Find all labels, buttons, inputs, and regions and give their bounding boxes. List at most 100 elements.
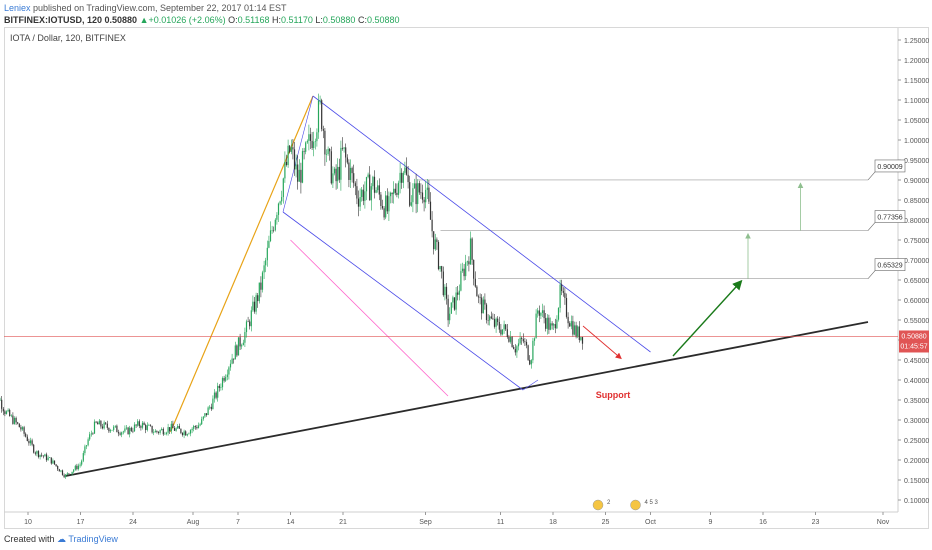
candle-body <box>145 424 147 431</box>
candle-body <box>146 425 148 431</box>
candle-body <box>68 473 70 475</box>
candle-body <box>365 177 368 192</box>
candle-body <box>79 464 81 466</box>
candle-body <box>268 241 270 248</box>
y-tick-label: 0.85000 <box>904 198 929 205</box>
symbol-line: BITFINEX:IOTUSD, 120 0.50880 ▲+0.01026 (… <box>4 15 400 25</box>
candle-body <box>1 399 3 409</box>
candle-body <box>473 259 475 279</box>
candle-body <box>63 474 65 478</box>
candle-body <box>311 140 313 148</box>
candle-body <box>124 428 126 432</box>
candle-body <box>577 326 579 337</box>
candle-body <box>276 214 278 220</box>
candle-body <box>402 172 404 183</box>
candle-body <box>361 189 363 197</box>
candle-body <box>61 470 64 475</box>
candle-body <box>196 427 198 429</box>
ohlc-close: C:0.50880 <box>357 15 400 25</box>
candle-body <box>58 469 60 472</box>
candle-body <box>329 148 331 152</box>
candle-body <box>260 282 262 290</box>
candle-body <box>114 425 116 427</box>
candle-body <box>569 323 571 327</box>
candle-body <box>239 337 241 347</box>
candle-body <box>13 417 16 424</box>
candle-body <box>527 345 529 360</box>
candle-body <box>545 318 547 329</box>
candle-body <box>567 316 569 324</box>
candle-body <box>503 324 505 330</box>
candle-body <box>330 151 332 184</box>
candle-body <box>178 425 180 429</box>
candle-body <box>5 411 8 414</box>
candle-body <box>193 426 195 429</box>
candle-body <box>20 427 22 430</box>
target-level-box <box>874 210 906 223</box>
candle-body <box>181 432 184 436</box>
candle-body <box>333 168 336 174</box>
candle-body <box>95 421 97 423</box>
y-tick-label: 1.10000 <box>904 98 929 105</box>
candle-body <box>263 265 265 273</box>
candle-body <box>2 408 4 412</box>
candle-body <box>220 387 222 388</box>
tradingview-link[interactable]: TradingView <box>68 534 118 544</box>
candle-body <box>143 422 145 425</box>
candle-body <box>372 176 374 187</box>
candle-body <box>130 427 132 431</box>
x-tick-label: 9 <box>709 519 713 526</box>
candle-body <box>199 424 201 426</box>
y-tick-label: 0.10000 <box>904 498 929 505</box>
candle-body <box>476 286 478 297</box>
candle-body <box>141 422 144 428</box>
candle-body <box>7 409 9 412</box>
footer: Created with ☁ TradingView <box>4 534 118 545</box>
candle-body <box>265 260 267 266</box>
event-badge-icon[interactable] <box>630 499 641 511</box>
candle-body <box>495 318 497 327</box>
chart-frame[interactable] <box>4 27 929 529</box>
candle-body <box>271 229 273 231</box>
candle-body <box>138 421 140 427</box>
candle-body <box>162 428 164 435</box>
candle-body <box>247 321 249 323</box>
channel-foot-line <box>522 379 539 391</box>
candle-body <box>76 465 78 470</box>
price-change: ▲+0.01026 (+2.06%) <box>139 15 226 25</box>
candle-body <box>463 268 465 277</box>
candle-body <box>157 431 160 433</box>
candle-body <box>300 169 302 183</box>
candle-body <box>273 229 275 231</box>
candle-body <box>97 422 99 425</box>
y-tick-label: 0.75000 <box>904 238 929 245</box>
candle-body <box>479 297 481 298</box>
candle-body <box>242 342 244 346</box>
candle-body <box>340 147 342 180</box>
event-badge-icon[interactable] <box>592 499 604 511</box>
y-tick-label: 0.60000 <box>904 298 929 305</box>
event-badges[interactable]: 2 4 5 3 <box>592 499 659 511</box>
candle-body <box>33 444 35 453</box>
candle-body <box>375 190 377 193</box>
candle-body <box>212 398 214 410</box>
y-tick-label: 1.25000 <box>904 38 929 45</box>
candle-body <box>84 446 86 454</box>
candle-body <box>511 336 513 347</box>
candle-body <box>202 416 204 420</box>
candle-body <box>404 167 406 173</box>
candle-body <box>409 182 411 206</box>
candle-body <box>405 167 408 175</box>
candle-body <box>477 296 480 298</box>
x-tick-label: 10 <box>24 519 32 526</box>
channel-inner-line <box>290 239 449 397</box>
author-link[interactable]: Leniex <box>4 3 31 13</box>
candle-body <box>343 147 345 149</box>
chart-title: IOTA / Dollar, 120, BITFINEX <box>10 33 126 43</box>
candle-body <box>156 430 158 432</box>
y-tick-label: 0.65000 <box>904 278 929 285</box>
candle-body <box>106 423 108 428</box>
candle-body <box>367 174 369 178</box>
candle-body <box>492 318 494 320</box>
